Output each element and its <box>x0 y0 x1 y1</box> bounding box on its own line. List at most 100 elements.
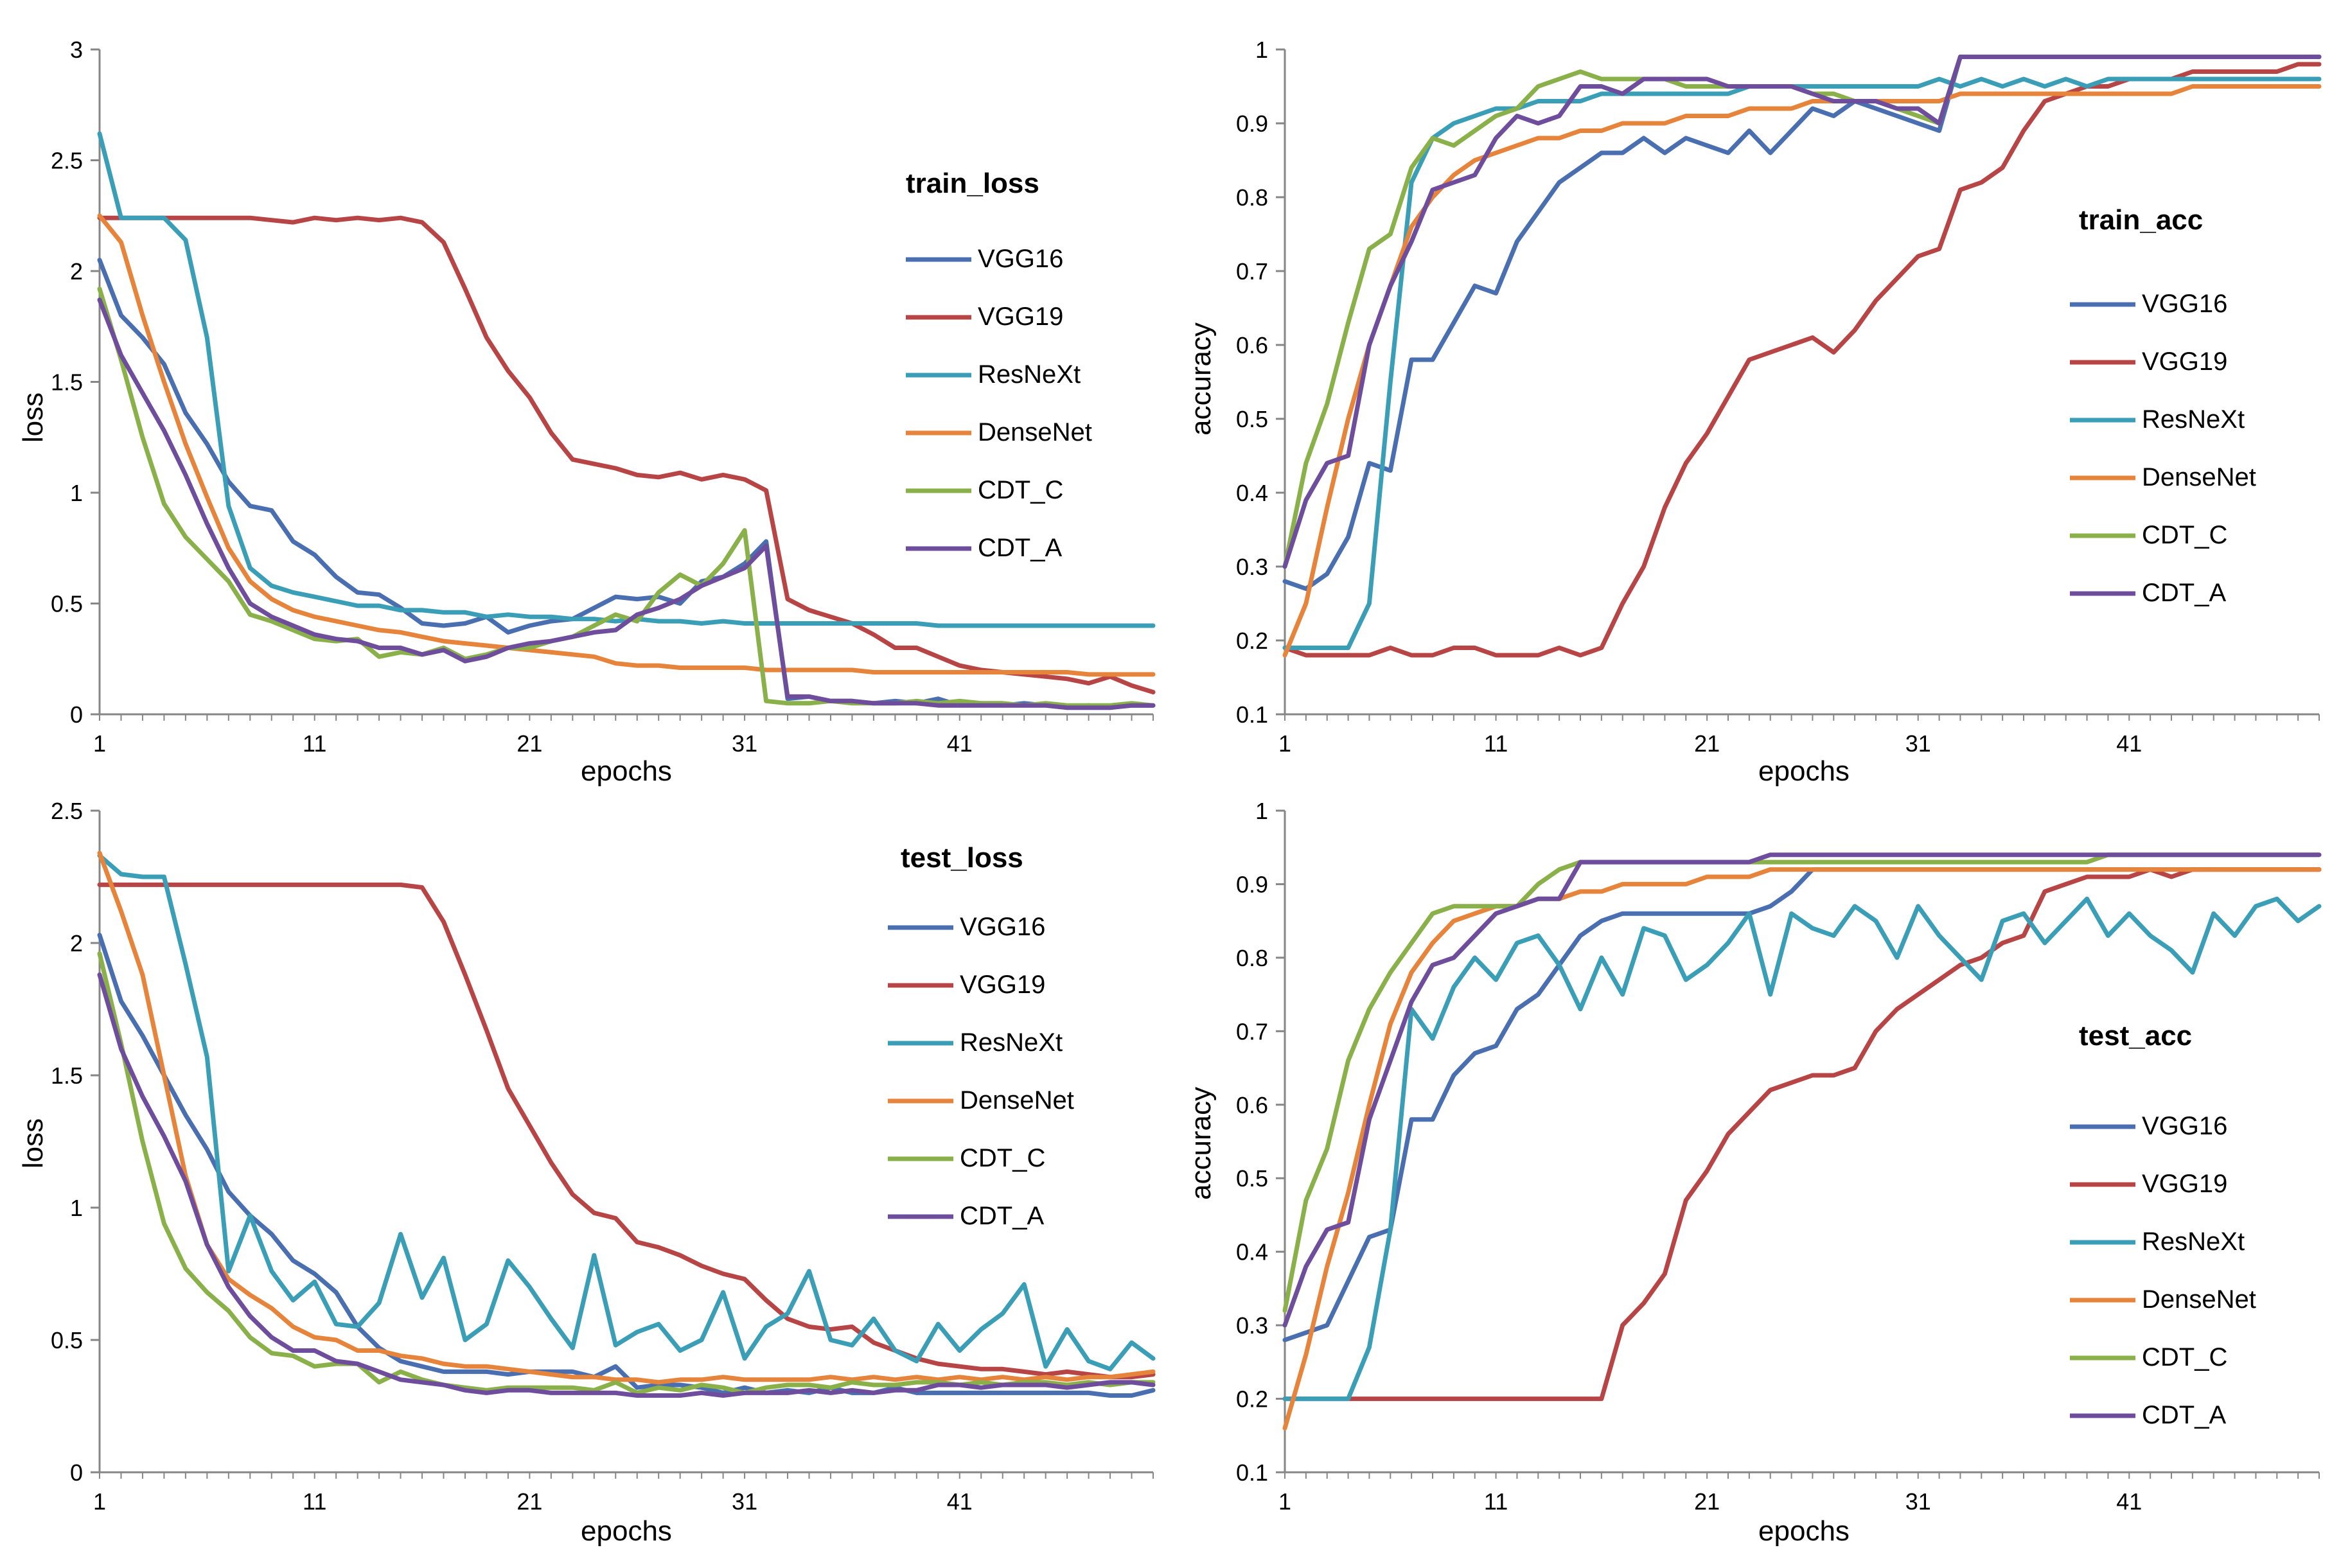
data-point <box>1153 705 1154 706</box>
data-point <box>937 1323 939 1325</box>
data-point <box>615 1379 616 1380</box>
data-point <box>2150 869 2151 870</box>
data-point <box>2192 78 2193 80</box>
data-point <box>1153 1358 1154 1359</box>
chart-test-acc: 0.10.20.30.40.50.60.70.80.911 11 21 31 41 ac… <box>1185 798 2322 1547</box>
data-point <box>1002 671 1003 673</box>
series-points-cdt-a <box>99 299 1154 709</box>
data-point <box>959 1384 960 1386</box>
data-point <box>1833 86 1834 87</box>
data-point <box>1706 78 1708 80</box>
data-point <box>830 1339 831 1341</box>
data-point <box>2192 869 2193 870</box>
y-tick-label: 0.4 <box>1236 480 1268 506</box>
y-tick-label: 2.5 <box>51 798 83 824</box>
data-point <box>1559 137 1560 139</box>
data-point <box>1833 854 1834 856</box>
data-point <box>1131 1374 1133 1375</box>
data-point <box>1959 854 1961 856</box>
y-tick-label: 0.6 <box>1236 1092 1268 1118</box>
data-point <box>2297 78 2299 80</box>
data-point <box>249 1215 251 1216</box>
data-point <box>421 654 423 655</box>
data-point <box>937 698 939 700</box>
data-point <box>1411 182 1412 183</box>
data-point <box>1109 707 1111 709</box>
data-point <box>1706 1170 1708 1172</box>
series-line-densenet <box>1282 84 2322 658</box>
x-tick-label: 11 <box>303 730 326 757</box>
data-point <box>464 660 466 662</box>
data-point <box>529 1387 530 1388</box>
x-tick-label: 11 <box>1484 1488 1508 1515</box>
data-point <box>249 614 251 615</box>
legend-label-vgg19: VGG19 <box>2142 1170 2227 1198</box>
test-acc-legend-title: test_acc <box>2079 1020 2192 1052</box>
data-point <box>1390 1398 1391 1400</box>
data-point <box>1981 869 1982 870</box>
data-point <box>1474 160 1476 161</box>
data-point <box>486 656 487 657</box>
legend-label-cdt-a: CDT_A <box>960 1202 1044 1230</box>
series-line-cdt-a <box>97 297 1156 710</box>
data-point <box>658 1387 659 1388</box>
data-point <box>400 1379 402 1380</box>
data-point <box>1706 861 1708 863</box>
data-point <box>400 647 402 648</box>
data-point <box>937 671 939 673</box>
data-point <box>2044 942 2045 944</box>
data-point <box>185 443 186 445</box>
data-point <box>271 585 272 586</box>
chart-test-loss: 00.511.522.51 11 21 31 41 loss epochs test_l… <box>17 798 1156 1547</box>
y-tick-label: 0.5 <box>51 591 83 617</box>
data-point <box>185 1114 186 1116</box>
data-point <box>1002 1384 1003 1386</box>
series-line-resnext <box>97 853 1156 1371</box>
data-point <box>2234 78 2236 80</box>
series-points-vgg19 <box>99 884 1154 1378</box>
data-point <box>271 510 272 511</box>
chart-train-acc: 0.10.20.30.40.50.60.70.80.911 11 21 31 41 ac… <box>1185 37 2322 787</box>
legend-label-cdt-a: CDT_A <box>2142 1401 2226 1429</box>
data-point <box>1023 705 1025 706</box>
data-point <box>314 1350 315 1351</box>
data-point <box>1875 861 1877 863</box>
data-point <box>2044 861 2045 863</box>
series-points-densenet <box>99 215 1154 675</box>
test-loss-legend-title: test_loss <box>901 842 1023 874</box>
data-point <box>1559 1398 1560 1400</box>
data-point <box>2128 78 2130 80</box>
data-point <box>1368 1104 1370 1106</box>
data-point <box>464 288 466 290</box>
data-point <box>1643 861 1645 863</box>
data-point <box>1622 152 1623 154</box>
legend-label-resnext: ResNeXt <box>978 360 1081 389</box>
data-point <box>1706 86 1708 87</box>
y-tick-label: 0.2 <box>1236 628 1268 654</box>
data-point <box>1305 1200 1307 1201</box>
y-tick-label: 3 <box>70 37 83 63</box>
data-point <box>2044 86 2045 87</box>
data-point <box>421 1366 423 1367</box>
y-tick-label: 0.5 <box>1236 406 1268 432</box>
data-point <box>980 1329 982 1330</box>
data-point <box>1368 462 1370 464</box>
data-point <box>1537 123 1539 124</box>
data-point <box>142 315 143 316</box>
data-point <box>2065 861 2067 863</box>
y-tick-label: 2.5 <box>51 148 83 174</box>
train-loss-ylabel: loss <box>17 392 49 443</box>
data-point <box>658 592 659 593</box>
data-point <box>1812 1075 1813 1076</box>
y-tick-label: 2 <box>70 258 83 285</box>
data-point <box>2171 869 2172 870</box>
data-point <box>400 1371 402 1372</box>
data-point <box>894 1350 896 1351</box>
data-point <box>2319 78 2320 80</box>
data-point <box>142 974 143 975</box>
y-tick-label: 1 <box>1255 798 1268 824</box>
data-point <box>615 468 616 469</box>
data-point <box>1580 655 1581 656</box>
x-tick-label: 41 <box>947 730 973 757</box>
x-tick-label: 21 <box>1694 730 1720 757</box>
